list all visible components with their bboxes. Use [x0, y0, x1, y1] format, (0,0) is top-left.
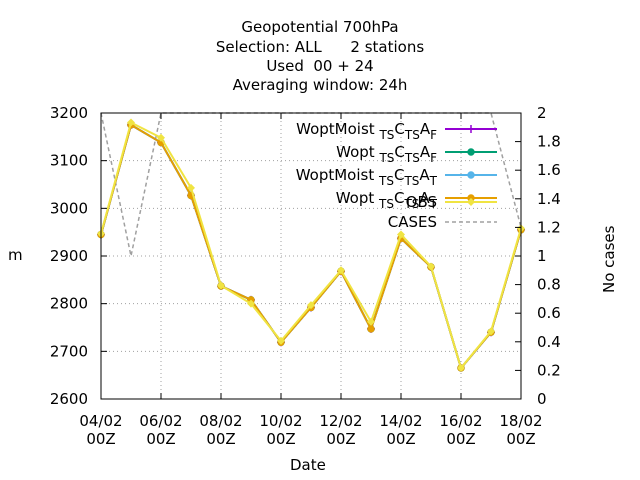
series-line-woptmoist_f	[100, 123, 522, 371]
x-axis-title: Date	[290, 456, 326, 474]
legend-label-wopt_t: Wopt TSCTSAT	[336, 189, 438, 211]
data-point	[487, 327, 495, 336]
x-tick-label: 18/02	[499, 412, 542, 430]
series-woptmoist_f	[97, 120, 525, 373]
x-tick-label: 16/02	[439, 412, 482, 430]
x-tick-label: 04/02	[79, 412, 122, 430]
x-tick-label-hour: 00Z	[446, 430, 475, 448]
legend-entry-wopt_t: Wopt TSCTSAT	[336, 189, 497, 211]
x-tick-label-hour: 00Z	[206, 430, 235, 448]
y2-tick-label: 2	[537, 104, 547, 122]
x-tick-label-hour: 00Z	[386, 430, 415, 448]
y-tick-label: 2700	[50, 342, 88, 360]
legend-entry-woptmoist_f: WoptMoist TSCTSAF	[296, 120, 497, 142]
y-tick-label: 3200	[50, 104, 88, 122]
legend-entry-wopt_f: Wopt TSCTSAF	[336, 143, 497, 165]
plot-frame	[100, 112, 522, 400]
x-tick-label: 12/02	[319, 412, 362, 430]
x-tick-label-hour: 00Z	[146, 430, 175, 448]
x-tick-label-hour: 00Z	[506, 430, 535, 448]
data-point	[367, 325, 375, 333]
data-point	[467, 171, 475, 179]
series-wopt_t	[97, 121, 525, 372]
data-point	[157, 133, 165, 142]
y2-tick-label: 1.2	[537, 218, 561, 236]
x-tick-label: 14/02	[379, 412, 422, 430]
data-point	[467, 125, 475, 133]
chart-title-line-1: Geopotential 700hPa	[241, 18, 399, 36]
data-point	[467, 198, 475, 206]
y-tick-label: 3100	[50, 152, 88, 170]
data-point	[247, 299, 255, 308]
data-point	[467, 148, 475, 156]
y-tick-label: 2900	[50, 247, 88, 265]
y2-tick-label: 1.6	[537, 161, 561, 179]
x-tick-label-hour: 00Z	[86, 430, 115, 448]
legend-label-cases: CASES	[388, 213, 437, 231]
data-point	[217, 281, 225, 290]
y-tick-label: 2600	[50, 390, 88, 408]
series-woptmoist_t	[97, 121, 525, 372]
data-point	[277, 336, 285, 345]
data-point	[337, 266, 345, 275]
chart-title-line-3: Used 00 + 24	[266, 57, 374, 75]
x-tick-label: 10/02	[259, 412, 302, 430]
legend-label-woptmoist_f: WoptMoist TSCTSAF	[296, 120, 437, 142]
legend-entry-woptmoist_t: WoptMoist TSCTSAT	[296, 166, 497, 188]
legend-label-wopt_f: Wopt TSCTSAF	[336, 143, 437, 165]
data-point	[307, 301, 315, 310]
series-line-obs	[100, 121, 522, 371]
x-tick-label: 08/02	[199, 412, 242, 430]
series-line-wopt_t	[100, 123, 522, 371]
y2-tick-label: 1.4	[537, 190, 561, 208]
chart-title-line-4: Averaging window: 24h	[232, 76, 408, 94]
data-point	[397, 230, 405, 239]
legend-label-woptmoist_t: WoptMoist TSCTSAT	[296, 166, 438, 188]
data-point	[367, 317, 375, 326]
y2-tick-label: 1	[537, 247, 547, 265]
y2-axis-title: No cases	[600, 225, 618, 293]
x-tick-label-hour: 00Z	[326, 430, 355, 448]
data-point	[187, 183, 195, 192]
y2-tick-label: 0.2	[537, 361, 561, 379]
data-point	[127, 118, 135, 127]
series-line-woptmoist_t	[100, 123, 522, 371]
y2-tick-label: 0.6	[537, 304, 561, 322]
x-tick-label-hour: 00Z	[266, 430, 295, 448]
chart-title-line-2: Selection: ALL 2 stations	[215, 38, 425, 56]
axes: 04/0200Z06/0200Z08/0200Z10/0200Z12/0200Z…	[50, 104, 561, 448]
y-tick-label: 3000	[50, 199, 88, 217]
data-point	[457, 364, 465, 373]
x-tick-label: 06/02	[139, 412, 182, 430]
legend-entry-cases: CASES	[388, 213, 497, 231]
y2-tick-label: 1.8	[537, 133, 561, 151]
series-line-wopt_f	[100, 123, 522, 371]
legend-label-obs: OBS	[406, 193, 437, 211]
y-axis-title: m	[8, 246, 23, 264]
y2-tick-label: 0.4	[537, 333, 561, 351]
y-tick-label: 2800	[50, 295, 88, 313]
y2-tick-label: 0.8	[537, 276, 561, 294]
legend-entry-obs: OBS	[406, 193, 497, 211]
series-wopt_f	[97, 121, 525, 372]
data-point	[427, 262, 435, 271]
y2-tick-label: 0	[537, 390, 547, 408]
